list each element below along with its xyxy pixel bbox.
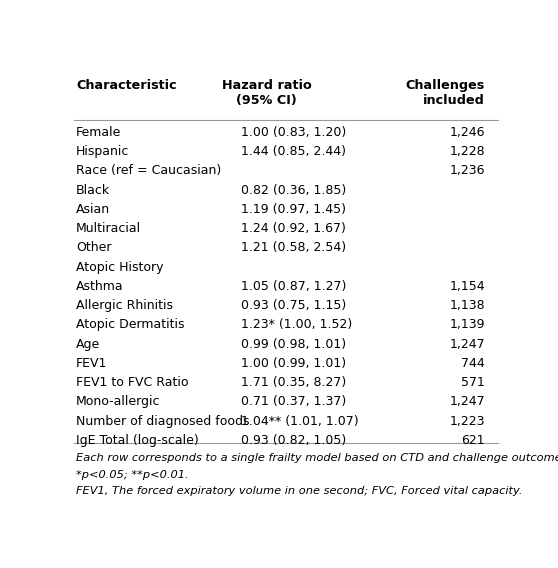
Text: Atopic Dermatitis: Atopic Dermatitis (76, 318, 185, 331)
Text: Race (ref = Caucasian): Race (ref = Caucasian) (76, 164, 222, 177)
Text: 621: 621 (461, 434, 485, 447)
Text: 0.99 (0.98, 1.01): 0.99 (0.98, 1.01) (240, 337, 346, 350)
Text: 0.71 (0.37, 1.37): 0.71 (0.37, 1.37) (240, 395, 346, 408)
Text: 1,247: 1,247 (449, 337, 485, 350)
Text: 0.93 (0.75, 1.15): 0.93 (0.75, 1.15) (240, 299, 346, 312)
Text: Number of diagnosed foods: Number of diagnosed foods (76, 415, 250, 428)
Text: Multiracial: Multiracial (76, 222, 141, 235)
Text: 571: 571 (461, 376, 485, 389)
Text: *p<0.05; **p<0.01.: *p<0.05; **p<0.01. (76, 470, 189, 479)
Text: Each row corresponds to a single frailty model based on CTD and challenge outcom: Each row corresponds to a single frailty… (76, 453, 558, 463)
Text: 1,139: 1,139 (449, 318, 485, 331)
Text: 1.23* (1.00, 1.52): 1.23* (1.00, 1.52) (240, 318, 352, 331)
Text: Hazard ratio
(95% CI): Hazard ratio (95% CI) (222, 79, 311, 107)
Text: 1.00 (0.83, 1.20): 1.00 (0.83, 1.20) (240, 126, 346, 139)
Text: 1,223: 1,223 (449, 415, 485, 428)
Text: 1.44 (0.85, 2.44): 1.44 (0.85, 2.44) (240, 145, 345, 158)
Text: Asian: Asian (76, 203, 110, 216)
Text: 1,247: 1,247 (449, 395, 485, 408)
Text: 744: 744 (461, 357, 485, 370)
Text: FEV1, The forced expiratory volume in one second; FVC, Forced vital capacity.: FEV1, The forced expiratory volume in on… (76, 486, 523, 496)
Text: 1,154: 1,154 (449, 280, 485, 293)
Text: FEV1: FEV1 (76, 357, 108, 370)
Text: Allergic Rhinitis: Allergic Rhinitis (76, 299, 173, 312)
Text: 1,246: 1,246 (449, 126, 485, 139)
Text: Asthma: Asthma (76, 280, 124, 293)
Text: Hispanic: Hispanic (76, 145, 129, 158)
Text: 1.05 (0.87, 1.27): 1.05 (0.87, 1.27) (240, 280, 346, 293)
Text: Black: Black (76, 183, 110, 197)
Text: Age: Age (76, 337, 100, 350)
Text: Female: Female (76, 126, 122, 139)
Text: 1.24 (0.92, 1.67): 1.24 (0.92, 1.67) (240, 222, 345, 235)
Text: 1.19 (0.97, 1.45): 1.19 (0.97, 1.45) (240, 203, 345, 216)
Text: FEV1 to FVC Ratio: FEV1 to FVC Ratio (76, 376, 189, 389)
Text: Characteristic: Characteristic (76, 79, 177, 92)
Text: 1,236: 1,236 (449, 164, 485, 177)
Text: 1.71 (0.35, 8.27): 1.71 (0.35, 8.27) (240, 376, 346, 389)
Text: Other: Other (76, 241, 112, 254)
Text: 1.04** (1.01, 1.07): 1.04** (1.01, 1.07) (240, 415, 358, 428)
Text: 1.00 (0.99, 1.01): 1.00 (0.99, 1.01) (240, 357, 346, 370)
Text: 1,228: 1,228 (449, 145, 485, 158)
Text: Challenges
included: Challenges included (406, 79, 485, 107)
Text: IgE Total (log-scale): IgE Total (log-scale) (76, 434, 199, 447)
Text: 0.82 (0.36, 1.85): 0.82 (0.36, 1.85) (240, 183, 346, 197)
Text: Atopic History: Atopic History (76, 261, 163, 274)
Text: 0.93 (0.82, 1.05): 0.93 (0.82, 1.05) (240, 434, 346, 447)
Text: 1.21 (0.58, 2.54): 1.21 (0.58, 2.54) (240, 241, 346, 254)
Text: 1,138: 1,138 (449, 299, 485, 312)
Text: Mono-allergic: Mono-allergic (76, 395, 161, 408)
